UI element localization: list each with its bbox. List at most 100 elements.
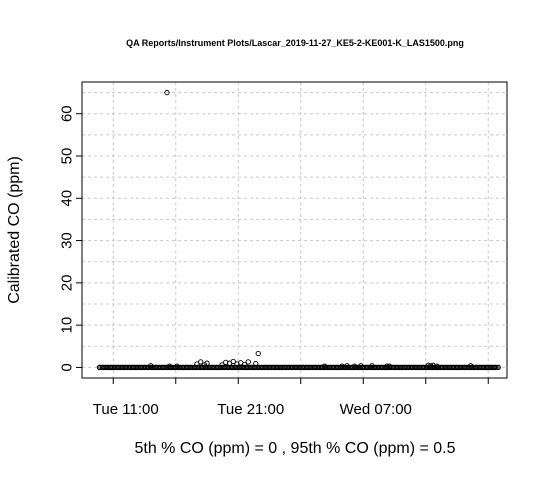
data-point xyxy=(394,364,400,371)
data-point xyxy=(108,364,114,371)
data-point xyxy=(166,363,173,369)
data-point xyxy=(334,364,340,371)
data-point xyxy=(446,364,453,371)
data-point xyxy=(210,364,216,371)
data-point xyxy=(484,364,490,371)
y-axis-label: Calibrated CO (ppm) xyxy=(6,156,23,304)
data-point xyxy=(338,364,344,371)
data-point xyxy=(248,364,254,371)
data-point xyxy=(420,364,426,371)
data-point xyxy=(219,362,225,368)
data-point xyxy=(156,364,163,371)
data-point xyxy=(138,364,144,371)
data-point xyxy=(123,364,129,371)
data-point xyxy=(323,364,329,371)
data-point xyxy=(180,364,186,371)
data-point xyxy=(164,89,170,96)
data-point xyxy=(255,350,261,357)
data-point xyxy=(491,364,498,371)
data-point xyxy=(214,364,220,371)
data-point xyxy=(339,363,345,369)
data-point xyxy=(206,364,213,371)
data-point xyxy=(253,360,259,367)
data-point xyxy=(176,364,183,371)
x-tick-label: Tue 21:00 xyxy=(217,401,284,418)
data-point xyxy=(173,364,179,371)
data-point xyxy=(308,364,314,371)
data-point xyxy=(191,364,198,371)
data-point xyxy=(233,364,239,371)
data-point xyxy=(134,364,140,371)
data-point xyxy=(454,364,460,371)
data-point xyxy=(168,364,174,371)
data-point xyxy=(398,364,404,371)
data-point xyxy=(119,364,125,371)
data-point xyxy=(259,364,265,371)
data-point xyxy=(300,364,306,371)
data-point xyxy=(255,364,261,371)
data-point xyxy=(458,364,464,371)
data-point xyxy=(434,363,440,369)
data-point xyxy=(364,364,370,371)
data-point xyxy=(311,364,318,371)
data-point xyxy=(104,364,110,371)
data-point xyxy=(321,363,328,369)
data-point xyxy=(153,364,159,371)
data-point xyxy=(468,363,474,369)
grid xyxy=(82,82,507,378)
data-point xyxy=(240,364,246,371)
data-point xyxy=(353,364,359,371)
data-point xyxy=(96,364,103,371)
data-point xyxy=(425,362,431,368)
data-point xyxy=(289,364,295,371)
data-point xyxy=(148,363,154,369)
data-point xyxy=(409,364,415,371)
data-point xyxy=(488,364,494,371)
data-point xyxy=(115,364,121,371)
data-point xyxy=(405,364,411,371)
data-point xyxy=(386,363,393,369)
x-axis: Tue 11:00 Tue 21:00 Wed 07:00 xyxy=(93,378,489,418)
data-point xyxy=(266,364,273,371)
y-tick-label: 20 xyxy=(58,275,75,292)
data-point xyxy=(223,359,229,366)
data-point xyxy=(480,364,486,371)
data-point xyxy=(245,359,251,365)
data-point xyxy=(384,363,390,369)
data-point xyxy=(204,360,210,366)
y-tick-label: 40 xyxy=(58,190,75,207)
x-tick-label: Wed 07:00 xyxy=(340,401,412,418)
data-point xyxy=(450,364,456,371)
data-point xyxy=(476,364,483,371)
data-point xyxy=(315,364,321,371)
data-point xyxy=(141,364,148,371)
data-point xyxy=(379,364,385,371)
y-tick-label: 60 xyxy=(58,105,75,122)
data-point xyxy=(439,364,445,371)
data-point xyxy=(495,364,501,371)
data-point xyxy=(188,364,194,371)
data-point xyxy=(229,364,235,371)
data-point xyxy=(375,364,381,371)
data-point xyxy=(443,364,449,371)
data-point xyxy=(281,364,288,371)
data-point xyxy=(263,364,269,371)
data-point xyxy=(241,361,248,368)
data-point xyxy=(416,364,423,371)
data-point xyxy=(430,362,436,368)
data-point xyxy=(111,364,118,371)
chart-title: QA Reports/Instrument Plots/Lascar_2019-… xyxy=(126,38,464,48)
data-point xyxy=(304,364,310,371)
data-point xyxy=(349,364,355,371)
data-point xyxy=(100,364,106,371)
data-point xyxy=(174,363,180,369)
y-tick-label: 0 xyxy=(58,363,75,371)
data-point xyxy=(218,364,224,371)
x-axis-label: 5th % CO (ppm) = 0 , 95th % CO (ppm) = 0… xyxy=(134,440,455,457)
scatter-points xyxy=(96,89,501,371)
data-point xyxy=(473,364,479,371)
data-point xyxy=(270,364,276,371)
data-point xyxy=(330,364,336,371)
data-point xyxy=(198,359,204,365)
